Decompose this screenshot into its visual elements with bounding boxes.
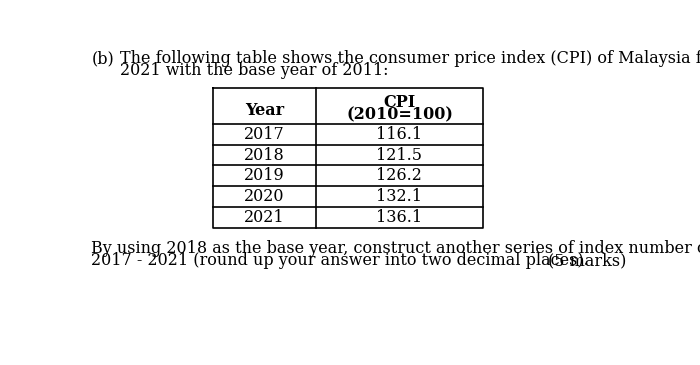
Text: CPI: CPI (384, 94, 416, 111)
Text: 2018: 2018 (244, 147, 285, 164)
Text: 2021 with the base year of 2011:: 2021 with the base year of 2011: (120, 62, 388, 79)
Text: (2010=100): (2010=100) (346, 106, 453, 123)
Text: 116.1: 116.1 (377, 126, 423, 143)
Text: 2017: 2017 (244, 126, 285, 143)
Text: Year: Year (245, 102, 284, 119)
Text: 2020: 2020 (244, 188, 285, 205)
Text: (5 marks): (5 marks) (547, 253, 626, 269)
Text: 2017 - 2021 (round up your answer into two decimal places).: 2017 - 2021 (round up your answer into t… (92, 253, 589, 269)
Text: 2021: 2021 (244, 209, 285, 226)
Text: (b): (b) (92, 50, 114, 67)
Text: The following table shows the consumer price index (CPI) of Malaysia from 2017 t: The following table shows the consumer p… (120, 50, 700, 67)
Text: 136.1: 136.1 (377, 209, 423, 226)
Text: 132.1: 132.1 (377, 188, 422, 205)
Text: 126.2: 126.2 (377, 168, 422, 184)
Text: 2019: 2019 (244, 168, 285, 184)
Text: By using 2018 as the base year, construct another series of index number over th: By using 2018 as the base year, construc… (92, 240, 700, 257)
Text: 121.5: 121.5 (377, 147, 422, 164)
